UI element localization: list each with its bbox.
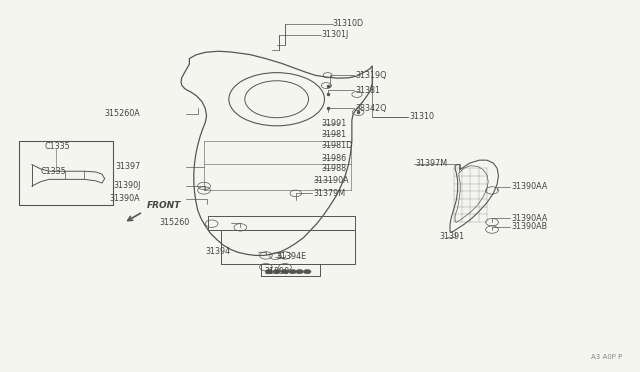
- Text: 31394: 31394: [205, 247, 231, 256]
- Text: 31381: 31381: [355, 86, 380, 94]
- Text: 31310D: 31310D: [333, 19, 364, 28]
- Text: FRONT: FRONT: [147, 201, 181, 210]
- Text: 38342Q: 38342Q: [355, 104, 387, 113]
- Text: 31390: 31390: [264, 267, 289, 276]
- Text: 31379M: 31379M: [314, 189, 346, 198]
- Text: 31391: 31391: [440, 232, 465, 241]
- Text: 31988: 31988: [322, 164, 347, 173]
- Circle shape: [296, 269, 303, 274]
- Text: 31310: 31310: [409, 112, 434, 121]
- Text: 31390AA: 31390AA: [511, 182, 548, 191]
- Circle shape: [265, 269, 273, 274]
- Text: 315260: 315260: [159, 218, 189, 227]
- Text: 31991: 31991: [322, 119, 347, 128]
- Text: 315260A: 315260A: [104, 109, 140, 118]
- Circle shape: [281, 269, 289, 274]
- Text: 31390AA: 31390AA: [511, 214, 548, 223]
- Text: 31397M: 31397M: [415, 159, 448, 169]
- Circle shape: [273, 269, 280, 274]
- Text: 31981D: 31981D: [322, 141, 353, 150]
- Circle shape: [289, 269, 296, 274]
- Text: A3 A0P P: A3 A0P P: [591, 354, 623, 360]
- Text: C1335: C1335: [41, 167, 67, 176]
- Text: 31394E: 31394E: [276, 252, 307, 262]
- Text: 31397: 31397: [115, 162, 140, 171]
- Circle shape: [303, 269, 311, 274]
- Text: 31986: 31986: [322, 154, 347, 163]
- Text: 313190A: 313190A: [314, 176, 349, 185]
- Text: C1335: C1335: [45, 142, 70, 151]
- Text: 31319Q: 31319Q: [355, 71, 387, 80]
- Text: 31981: 31981: [322, 130, 347, 139]
- Text: 31390AB: 31390AB: [511, 222, 547, 231]
- Text: 31390J: 31390J: [113, 182, 140, 190]
- Text: 31390A: 31390A: [109, 195, 140, 203]
- Text: 31301J: 31301J: [321, 30, 349, 39]
- Bar: [19, 141, 113, 205]
